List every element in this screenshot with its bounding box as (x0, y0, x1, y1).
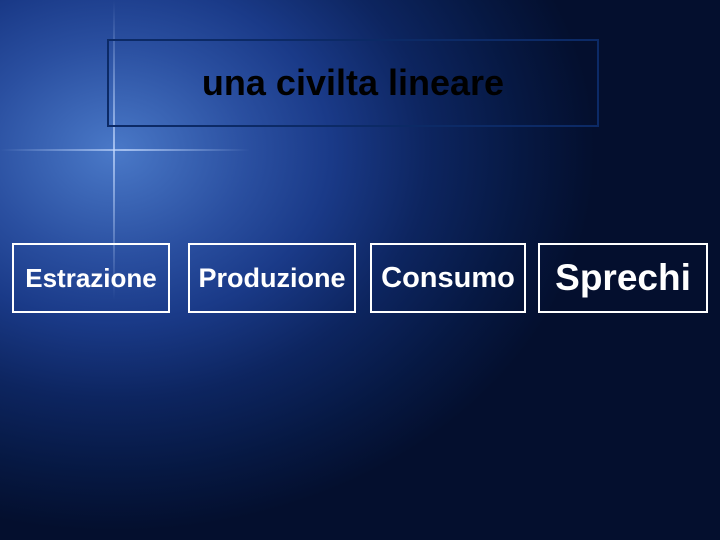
stage-label: Consumo (381, 262, 515, 295)
stage-label: Estrazione (25, 263, 157, 294)
slide: una civilta lineare Estrazione Produzione… (0, 0, 720, 540)
stage-label: Produzione (199, 263, 346, 294)
decoration-line-horizontal (0, 149, 250, 151)
stage-box-0: Estrazione (12, 243, 170, 313)
title-box: una civilta lineare (107, 39, 599, 127)
title-text: una civilta lineare (202, 62, 504, 104)
stage-box-3: Sprechi (538, 243, 708, 313)
stage-box-1: Produzione (188, 243, 356, 313)
stage-label: Sprechi (555, 257, 691, 299)
stage-box-2: Consumo (370, 243, 526, 313)
